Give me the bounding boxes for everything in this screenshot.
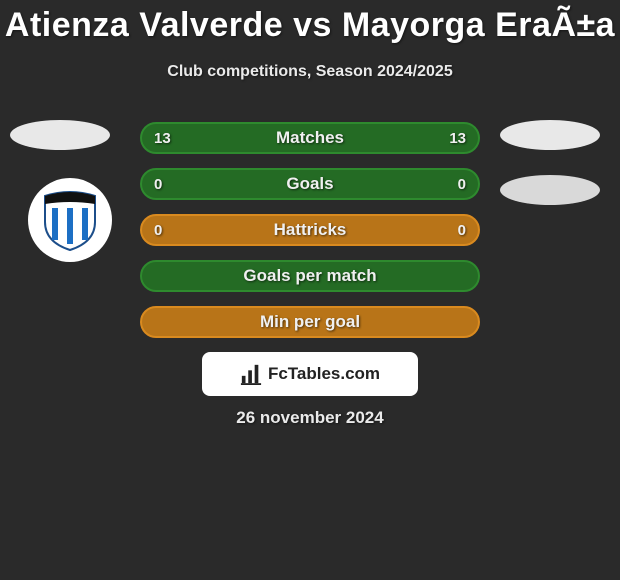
stat-row: 0 Hattricks 0 bbox=[140, 214, 480, 246]
bar-chart-icon bbox=[240, 363, 262, 385]
club-badge-left bbox=[28, 178, 112, 262]
stat-label: Goals per match bbox=[243, 266, 376, 286]
stat-value-right: 13 bbox=[449, 124, 466, 152]
stat-label: Matches bbox=[276, 128, 344, 148]
stat-value-left: 13 bbox=[154, 124, 171, 152]
stat-row: Goals per match bbox=[140, 260, 480, 292]
stat-label: Goals bbox=[286, 174, 333, 194]
page-subtitle: Club competitions, Season 2024/2025 bbox=[0, 63, 620, 81]
stat-row: 0 Goals 0 bbox=[140, 168, 480, 200]
brand-chip: FcTables.com bbox=[202, 352, 418, 396]
stat-row: 13 Matches 13 bbox=[140, 122, 480, 154]
shield-stripes-icon bbox=[43, 188, 97, 252]
stat-value-left: 0 bbox=[154, 170, 162, 198]
stat-label: Hattricks bbox=[274, 220, 347, 240]
stat-row: Min per goal bbox=[140, 306, 480, 338]
stat-value-right: 0 bbox=[458, 216, 466, 244]
stat-rows: 13 Matches 13 0 Goals 0 0 Hattricks 0 Goals per m… bbox=[140, 122, 480, 352]
date-text: 26 november 2024 bbox=[0, 408, 620, 428]
stat-label: Min per goal bbox=[260, 312, 360, 332]
page-title: Atienza Valverde vs Mayorga EraÃ±a bbox=[0, 0, 620, 45]
stat-value-right: 0 bbox=[458, 170, 466, 198]
player-left-placeholder bbox=[10, 120, 110, 150]
player-right-placeholder-1 bbox=[500, 120, 600, 150]
stat-value-left: 0 bbox=[154, 216, 162, 244]
player-right-placeholder-2 bbox=[500, 175, 600, 205]
brand-text: FcTables.com bbox=[268, 364, 380, 384]
